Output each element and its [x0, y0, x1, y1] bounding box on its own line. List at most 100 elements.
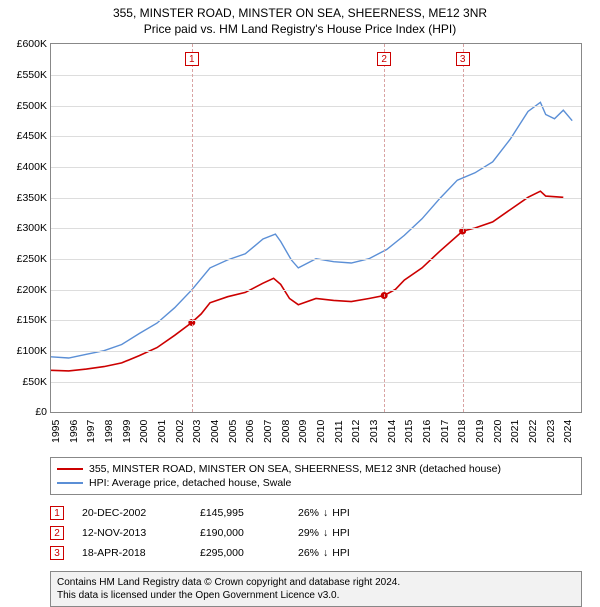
- x-axis-label: 2017: [439, 420, 451, 443]
- footer-line-1: Contains HM Land Registry data © Crown c…: [57, 576, 575, 589]
- diff-suffix: HPI: [332, 527, 350, 539]
- x-axis-label: 2006: [244, 420, 256, 443]
- x-axis-label: 2013: [368, 420, 380, 443]
- arrow-down-icon: ↓: [323, 527, 328, 539]
- legend-item-property: 355, MINSTER ROAD, MINSTER ON SEA, SHEER…: [57, 462, 575, 476]
- legend-label-hpi: HPI: Average price, detached house, Swal…: [89, 477, 291, 489]
- x-axis-label: 2019: [474, 420, 486, 443]
- x-axis-label: 2009: [297, 420, 309, 443]
- x-axis-label: 2015: [403, 420, 415, 443]
- x-axis-label: 2012: [350, 420, 362, 443]
- x-axis-label: 2002: [174, 420, 186, 443]
- gridline: [51, 228, 581, 229]
- transaction-diff: 29% ↓ HPI: [298, 527, 350, 539]
- x-axis-label: 2018: [456, 420, 468, 443]
- y-axis-label: £50K: [22, 376, 51, 388]
- transaction-price: £190,000: [200, 527, 280, 539]
- legend-swatch-property: [57, 468, 83, 470]
- x-axis-label: 2021: [509, 420, 521, 443]
- transaction-date: 12-NOV-2013: [82, 527, 182, 539]
- diff-pct: 26%: [298, 547, 319, 559]
- price-chart: £0£50K£100K£150K£200K£250K£300K£350K£400…: [50, 43, 582, 413]
- x-axis-label: 2023: [545, 420, 557, 443]
- legend-swatch-hpi: [57, 482, 83, 484]
- gridline: [51, 106, 581, 107]
- x-axis-label: 2008: [280, 420, 292, 443]
- y-axis-label: £500K: [17, 100, 51, 112]
- y-axis-label: £200K: [17, 284, 51, 296]
- transaction-flag-1: 1: [185, 52, 199, 66]
- transaction-date: 18-APR-2018: [82, 547, 182, 559]
- x-axis-label: 2007: [262, 420, 274, 443]
- x-axis-labels: 1995 1996 1997 1998 1999 2000 2001 2002 2003 2004…: [50, 413, 582, 447]
- transaction-flag-icon: 3: [50, 546, 64, 560]
- y-axis-label: £550K: [17, 69, 51, 81]
- y-axis-label: £300K: [17, 222, 51, 234]
- transaction-vline: [192, 44, 193, 412]
- legend-label-property: 355, MINSTER ROAD, MINSTER ON SEA, SHEER…: [89, 463, 501, 475]
- y-axis-label: £150K: [17, 314, 51, 326]
- x-axis-label: 2020: [492, 420, 504, 443]
- y-axis-label: £0: [35, 406, 51, 418]
- attribution-footer: Contains HM Land Registry data © Crown c…: [50, 571, 582, 607]
- transaction-flag-icon: 2: [50, 526, 64, 540]
- gridline: [51, 351, 581, 352]
- footer-line-2: This data is licensed under the Open Gov…: [57, 589, 575, 602]
- x-axis-label: 2024: [562, 420, 574, 443]
- diff-pct: 29%: [298, 527, 319, 539]
- x-axis-label: 2014: [386, 420, 398, 443]
- gridline: [51, 167, 581, 168]
- transaction-vline: [463, 44, 464, 412]
- legend: 355, MINSTER ROAD, MINSTER ON SEA, SHEER…: [50, 457, 582, 495]
- gridline: [51, 198, 581, 199]
- x-axis-label: 2005: [227, 420, 239, 443]
- x-axis-label: 2010: [315, 420, 327, 443]
- transaction-price: £145,995: [200, 507, 280, 519]
- x-axis-label: 2022: [527, 420, 539, 443]
- y-axis-label: £400K: [17, 161, 51, 173]
- transaction-row: 3 18-APR-2018 £295,000 26% ↓ HPI: [50, 543, 582, 563]
- title-line-2: Price paid vs. HM Land Registry's House …: [0, 22, 600, 38]
- transaction-diff: 26% ↓ HPI: [298, 547, 350, 559]
- transaction-flag-2: 2: [377, 52, 391, 66]
- x-axis-label: 2016: [421, 420, 433, 443]
- transaction-date: 20-DEC-2002: [82, 507, 182, 519]
- transaction-flag-3: 3: [456, 52, 470, 66]
- arrow-down-icon: ↓: [323, 507, 328, 519]
- gridline: [51, 320, 581, 321]
- transaction-vline: [384, 44, 385, 412]
- x-axis-label: 2004: [209, 420, 221, 443]
- y-axis-label: £450K: [17, 130, 51, 142]
- arrow-down-icon: ↓: [323, 547, 328, 559]
- transaction-price: £295,000: [200, 547, 280, 559]
- diff-suffix: HPI: [332, 507, 350, 519]
- gridline: [51, 136, 581, 137]
- title-line-1: 355, MINSTER ROAD, MINSTER ON SEA, SHEER…: [0, 6, 600, 22]
- chart-title: 355, MINSTER ROAD, MINSTER ON SEA, SHEER…: [0, 0, 600, 37]
- transactions-table: 1 20-DEC-2002 £145,995 26% ↓ HPI 2 12-NOV-2013 £…: [50, 503, 582, 563]
- gridline: [51, 382, 581, 383]
- legend-item-hpi: HPI: Average price, detached house, Swal…: [57, 476, 575, 490]
- diff-pct: 26%: [298, 507, 319, 519]
- transaction-row: 1 20-DEC-2002 £145,995 26% ↓ HPI: [50, 503, 582, 523]
- gridline: [51, 259, 581, 260]
- y-axis-label: £600K: [17, 38, 51, 50]
- x-axis-label: 2000: [138, 420, 150, 443]
- y-axis-label: £350K: [17, 192, 51, 204]
- transaction-row: 2 12-NOV-2013 £190,000 29% ↓ HPI: [50, 523, 582, 543]
- x-axis-label: 1995: [50, 420, 62, 443]
- series-property_price: [51, 191, 563, 371]
- transaction-flag-icon: 1: [50, 506, 64, 520]
- x-axis-label: 1998: [103, 420, 115, 443]
- x-axis-label: 1996: [68, 420, 80, 443]
- x-axis-label: 1999: [121, 420, 133, 443]
- diff-suffix: HPI: [332, 547, 350, 559]
- y-axis-label: £250K: [17, 253, 51, 265]
- gridline: [51, 290, 581, 291]
- y-axis-label: £100K: [17, 345, 51, 357]
- transaction-diff: 26% ↓ HPI: [298, 507, 350, 519]
- x-axis-label: 2001: [156, 420, 168, 443]
- x-axis-label: 2003: [191, 420, 203, 443]
- x-axis-label: 2011: [333, 421, 345, 444]
- x-axis-label: 1997: [85, 420, 97, 443]
